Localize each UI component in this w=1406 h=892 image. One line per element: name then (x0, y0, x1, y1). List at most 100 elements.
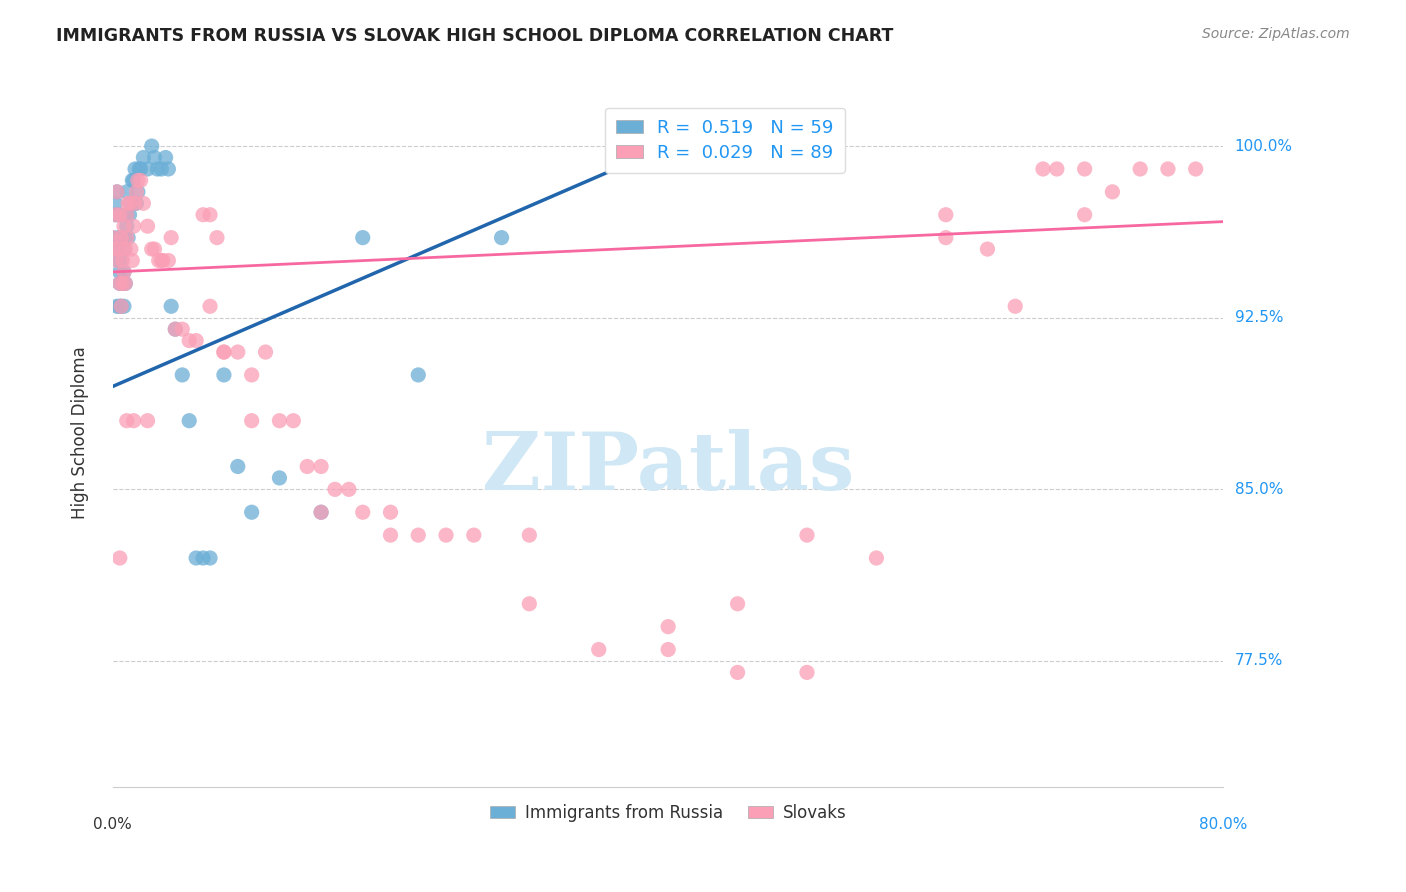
Point (122, 219, 145, 234)
Point (136, 414, 159, 428)
Point (104, 196, 127, 211)
Point (141, 139, 163, 153)
Point (108, 551, 131, 566)
Point (309, 505, 332, 519)
Point (172, 322, 194, 336)
Text: 80.0%: 80.0% (1199, 817, 1247, 832)
Point (269, 471, 291, 485)
Point (112, 299, 135, 313)
Point (101, 230, 124, 244)
Point (1184, 161, 1206, 176)
Point (212, 345, 235, 359)
Point (295, 459, 318, 474)
Point (146, 161, 169, 176)
Point (152, 253, 174, 268)
Y-axis label: High School Diploma: High School Diploma (72, 346, 89, 518)
Point (104, 208, 127, 222)
Point (179, 414, 201, 428)
Point (380, 528, 402, 542)
Point (128, 161, 150, 176)
Point (463, 528, 485, 542)
Point (117, 230, 139, 244)
Point (337, 483, 360, 497)
Point (122, 173, 145, 187)
Point (226, 459, 249, 474)
Point (198, 551, 221, 566)
Point (150, 161, 173, 176)
Point (111, 230, 134, 244)
Point (226, 345, 249, 359)
Point (352, 505, 374, 519)
Point (112, 242, 135, 256)
Point (107, 253, 129, 268)
Point (727, 597, 749, 611)
Point (118, 208, 141, 222)
Point (588, 642, 610, 657)
Point (120, 196, 142, 211)
Point (191, 208, 214, 222)
Text: 92.5%: 92.5% (1234, 310, 1284, 326)
Point (143, 151, 166, 165)
Point (657, 642, 679, 657)
Point (121, 173, 143, 187)
Point (104, 208, 127, 222)
Point (143, 242, 166, 256)
Point (240, 414, 263, 428)
Point (1046, 161, 1069, 176)
Text: Source: ZipAtlas.com: Source: ZipAtlas.com (1202, 27, 1350, 41)
Point (406, 528, 429, 542)
Point (108, 299, 131, 313)
Text: 0.0%: 0.0% (93, 817, 132, 832)
Point (114, 277, 136, 291)
Point (111, 253, 134, 268)
Point (254, 345, 277, 359)
Point (111, 277, 134, 291)
Point (105, 185, 128, 199)
Point (125, 196, 148, 211)
Point (105, 242, 128, 256)
Text: 100.0%: 100.0% (1234, 138, 1292, 153)
Point (117, 196, 139, 211)
Point (112, 265, 135, 279)
Point (179, 334, 201, 348)
Point (240, 505, 263, 519)
Point (101, 242, 124, 256)
Point (132, 196, 155, 211)
Point (129, 173, 152, 187)
Point (309, 505, 332, 519)
Point (120, 242, 142, 256)
Point (105, 299, 128, 313)
Point (115, 208, 138, 222)
Point (110, 299, 132, 313)
Point (122, 414, 145, 428)
Point (108, 277, 131, 291)
Point (108, 277, 131, 291)
Point (112, 265, 135, 279)
Point (865, 551, 887, 566)
Point (127, 185, 149, 199)
Point (136, 219, 159, 234)
Point (796, 665, 818, 680)
Point (935, 208, 957, 222)
Point (101, 230, 124, 244)
Point (118, 196, 141, 211)
Point (491, 230, 513, 244)
Point (160, 299, 183, 313)
Point (1032, 161, 1054, 176)
Point (115, 414, 138, 428)
Point (657, 139, 679, 153)
Point (1004, 299, 1026, 313)
Point (114, 230, 136, 244)
Point (406, 368, 429, 382)
Point (1157, 161, 1180, 176)
Text: 85.0%: 85.0% (1234, 482, 1282, 497)
Point (108, 265, 131, 279)
Point (727, 665, 749, 680)
Point (132, 151, 155, 165)
Point (108, 208, 131, 222)
Point (191, 551, 214, 566)
Point (1101, 185, 1123, 199)
Point (105, 185, 128, 199)
Point (1129, 161, 1152, 176)
Point (165, 322, 187, 336)
